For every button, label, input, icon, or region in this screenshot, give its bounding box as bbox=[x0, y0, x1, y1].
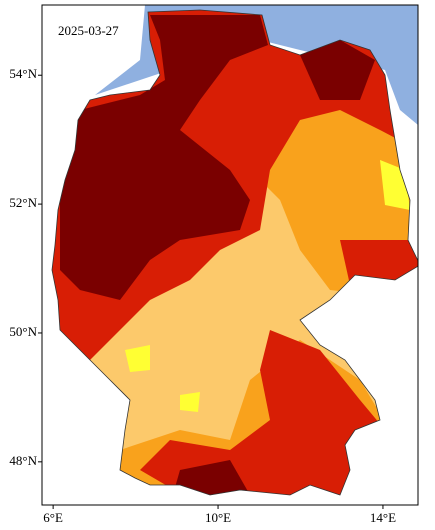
lat-tick-label: 50°N bbox=[9, 324, 37, 339]
border bbox=[51, 9, 418, 496]
lon-tick-label: 6°E bbox=[43, 510, 63, 525]
class-none bbox=[180, 392, 200, 412]
lat-tick-label: 54°N bbox=[9, 66, 37, 81]
map-area bbox=[42, 5, 418, 505]
class-extreme bbox=[300, 40, 375, 100]
lon-tick-label: 14°E bbox=[370, 510, 396, 525]
class-extreme bbox=[60, 15, 268, 300]
class-severe bbox=[140, 330, 385, 495]
date-label: 2025-03-27 bbox=[58, 23, 119, 38]
lat-tick-label: 52°N bbox=[9, 195, 37, 210]
lon-tick-label: 10°E bbox=[205, 510, 231, 525]
lat-tick-label: 48°N bbox=[9, 453, 37, 468]
frame bbox=[41, 4, 419, 506]
class-none bbox=[125, 345, 150, 372]
